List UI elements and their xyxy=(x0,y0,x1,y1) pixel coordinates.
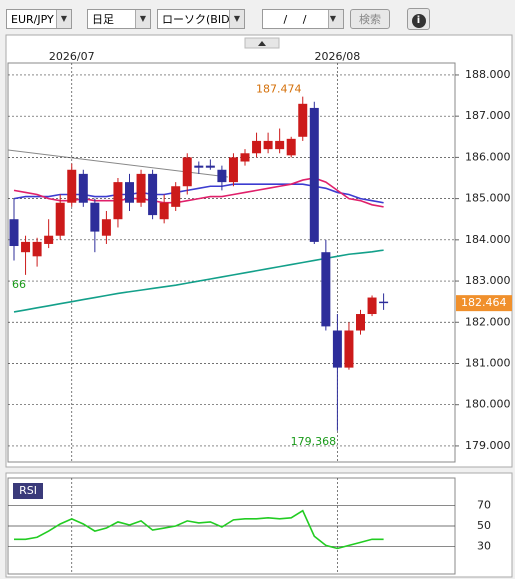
candle-body xyxy=(125,182,134,203)
x-tick-label: 2026/08 xyxy=(315,50,361,63)
collapse-arrow xyxy=(258,41,266,46)
candle-body xyxy=(240,153,250,162)
candle-body xyxy=(332,330,342,368)
candle-body xyxy=(205,165,215,168)
candle-body xyxy=(194,165,204,168)
candle-body xyxy=(136,173,146,203)
candle-body xyxy=(171,186,181,207)
y-tick-label: 70 xyxy=(477,499,491,512)
candle-body xyxy=(275,140,285,150)
y-tick-label: 50 xyxy=(477,519,491,532)
candle-body xyxy=(148,173,158,216)
y-tick-label: 186.000 xyxy=(465,150,511,163)
candle-body xyxy=(263,140,273,150)
date-input[interactable]: / / xyxy=(262,9,344,29)
candle-body xyxy=(321,252,331,327)
rsi-line xyxy=(14,509,384,550)
x-tick-label: 2026/07 xyxy=(49,50,95,63)
candle-body xyxy=(55,202,65,236)
candle-body xyxy=(9,219,19,247)
y-tick-label: 188.000 xyxy=(465,68,511,81)
y-tick-label: 187.000 xyxy=(465,109,511,122)
info-icon: i xyxy=(411,14,426,28)
period-select[interactable]: 日足 xyxy=(87,9,151,29)
candle-body xyxy=(182,157,192,187)
rsi-badge xyxy=(13,483,43,499)
price-plot xyxy=(7,62,456,463)
candle-body xyxy=(379,301,389,304)
candle-body xyxy=(286,138,296,156)
y-tick-label: 185.000 xyxy=(465,192,511,205)
candle-body xyxy=(252,140,262,154)
side-note: 66 xyxy=(12,278,26,291)
symbol-select[interactable]: EUR/JPY xyxy=(6,9,72,29)
y-tick-label: 183.000 xyxy=(465,274,511,287)
y-tick-label: 30 xyxy=(477,539,491,552)
candle-body xyxy=(217,169,227,183)
candle-body xyxy=(32,241,42,257)
low-label: 179.368 xyxy=(291,435,337,448)
candle-body xyxy=(228,157,238,183)
rsi-label: RSI xyxy=(19,484,37,497)
candle-body xyxy=(21,241,31,253)
y-tick-label: 179.000 xyxy=(465,439,511,452)
candle-body xyxy=(159,202,169,220)
candle-body xyxy=(367,297,377,315)
search-button[interactable]: 検索 xyxy=(350,9,390,29)
candle-body xyxy=(344,330,354,368)
candle-body xyxy=(101,219,111,236)
candle-body xyxy=(78,173,88,203)
candle-body xyxy=(44,235,54,244)
y-tick-label: 182.000 xyxy=(465,315,511,328)
y-tick-label: 180.000 xyxy=(465,398,511,411)
candle-body xyxy=(67,169,77,203)
info-button[interactable]: i xyxy=(407,8,430,30)
y-tick-label: 181.000 xyxy=(465,356,511,369)
y-tick-label: 184.000 xyxy=(465,233,511,246)
candle-body xyxy=(356,314,365,331)
candle-body xyxy=(113,182,123,220)
last-price-label: 182.464 xyxy=(461,296,507,309)
chart-type-select[interactable]: ローソク(BID) xyxy=(157,9,245,29)
last-price-tag xyxy=(456,295,512,312)
toolbar: EUR/JPY 日足 ローソク(BID) / / 検索 i xyxy=(0,0,515,34)
candle-body xyxy=(90,202,100,232)
high-label: 187.474 xyxy=(256,83,302,96)
candle-body xyxy=(298,103,308,137)
candle-body xyxy=(309,107,319,242)
